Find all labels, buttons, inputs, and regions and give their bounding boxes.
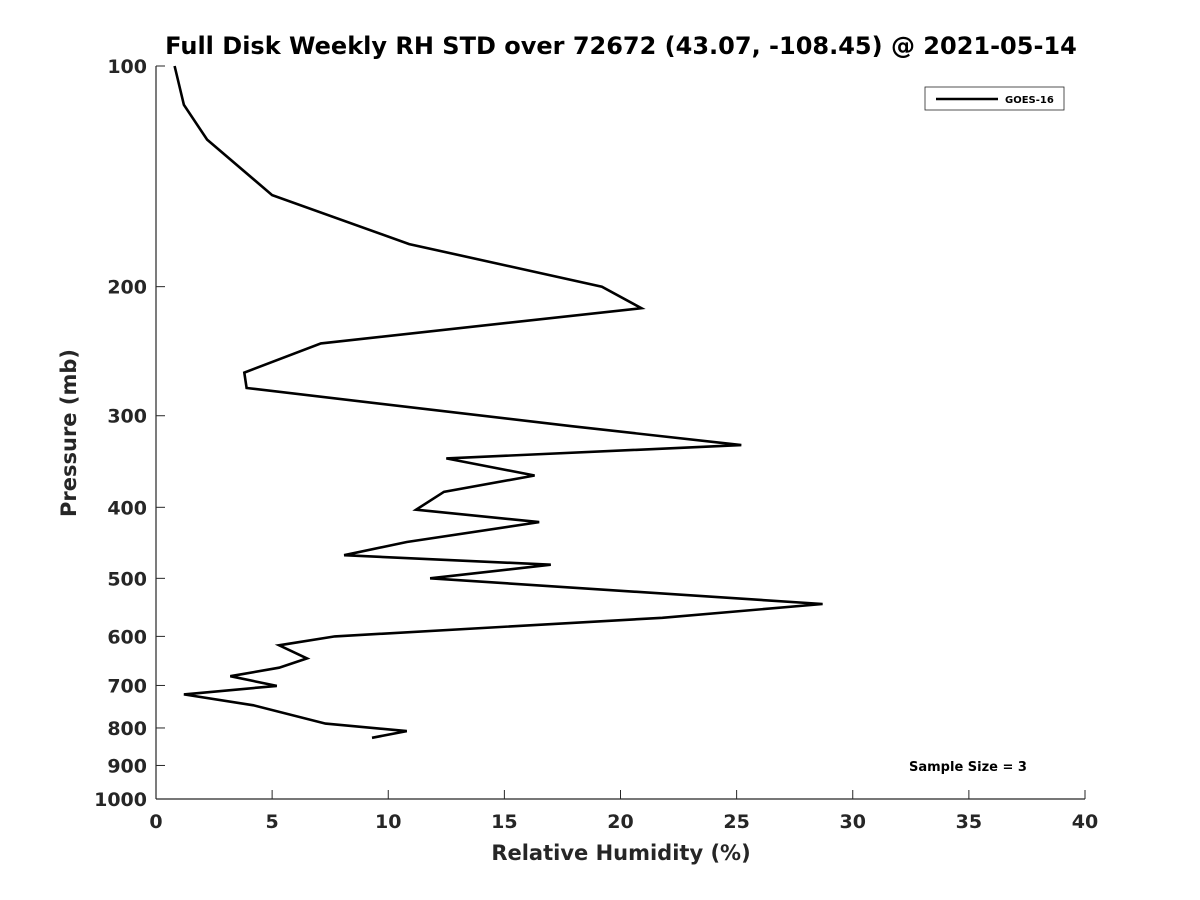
chart-title: Full Disk Weekly RH STD over 72672 (43.0…: [165, 32, 1077, 60]
series-layer: [173, 65, 823, 740]
legend: GOES-16: [924, 86, 1065, 111]
x-tick-label: 30: [840, 811, 866, 833]
x-tick-label: 10: [375, 811, 401, 833]
series-line-goes-16: [173, 65, 823, 740]
y-tick-label: 900: [107, 755, 147, 777]
y-axis-ticks: 100 200 300 400 500 600 700 800 900 1000: [94, 56, 165, 811]
y-tick-label: 600: [107, 626, 147, 648]
x-tick-label: 35: [956, 811, 982, 833]
y-axis-label: Pressure (mb): [57, 349, 81, 517]
x-axis-ticks: 0 5 10 15 20 25 30 35 40: [149, 790, 1098, 833]
x-tick-label: 40: [1072, 811, 1098, 833]
x-tick-label: 20: [607, 811, 633, 833]
x-axis-label: Relative Humidity (%): [491, 841, 750, 865]
plot-area: 0 5 10 15 20 25 30 35 40 100 200 300 400 500 600 700 80…: [94, 56, 1098, 833]
x-tick-label: 25: [723, 811, 749, 833]
y-tick-label: 300: [107, 406, 147, 428]
y-tick-label: 200: [107, 277, 147, 299]
x-tick-label: 0: [149, 811, 162, 833]
y-tick-label: 100: [107, 56, 147, 78]
y-tick-label: 800: [107, 718, 147, 740]
x-tick-label: 15: [491, 811, 517, 833]
legend-label: GOES-16: [1005, 95, 1054, 106]
y-tick-label: 700: [107, 675, 147, 697]
y-tick-label: 1000: [94, 789, 147, 811]
y-tick-label: 400: [107, 497, 147, 519]
y-tick-label: 500: [107, 568, 147, 590]
sample-size-annotation: Sample Size = 3: [909, 760, 1027, 775]
x-tick-label: 5: [266, 811, 279, 833]
